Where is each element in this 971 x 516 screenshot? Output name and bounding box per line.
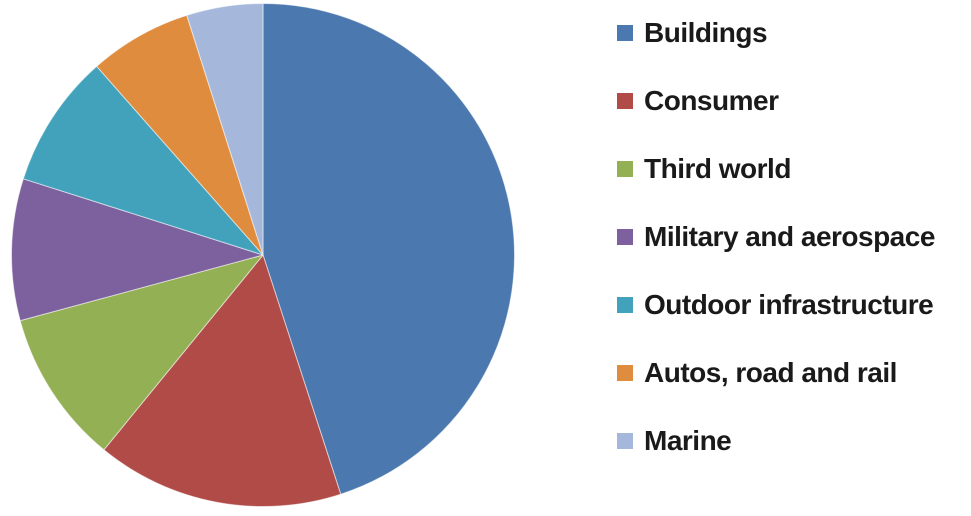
legend-swatch [617,229,633,245]
legend-label: Autos, road and rail [644,357,897,388]
pie-slice-military-and-aerospace [11,178,264,322]
legend-item: Military and aerospace [617,223,935,251]
pie-chart [11,3,515,507]
legend-label: Third world [644,153,791,184]
legend-item: Third world [617,155,791,183]
legend-swatch [617,161,633,177]
legend-item: Marine [617,425,732,456]
legend: Buildings Consumer Third world Military and… [617,0,971,516]
pie-slice-buildings [262,3,515,495]
legend-item: Consumer [617,85,779,116]
pie-chart-svg [11,3,515,507]
legend-label: Outdoor infrastructure [644,289,934,320]
legend-label: Marine [644,425,732,456]
pie-slice-consumer [103,254,342,507]
pie-slice-third-world [19,254,264,451]
legend-label: Military and aerospace [644,221,935,252]
legend-swatch [617,297,633,313]
legend-swatch [617,365,633,381]
legend-swatch [617,93,633,109]
legend-label: Buildings [644,17,768,48]
pie-slice-outdoor-infrastructure [22,65,264,256]
legend-swatch [617,25,633,41]
legend-item: Autos, road and rail [617,359,897,387]
legend-item: Buildings [617,17,768,48]
legend-item: Outdoor infrastructure [617,289,934,320]
legend-swatch [617,433,633,449]
legend-label: Consumer [644,85,779,116]
pie-slice-marine [186,3,264,256]
